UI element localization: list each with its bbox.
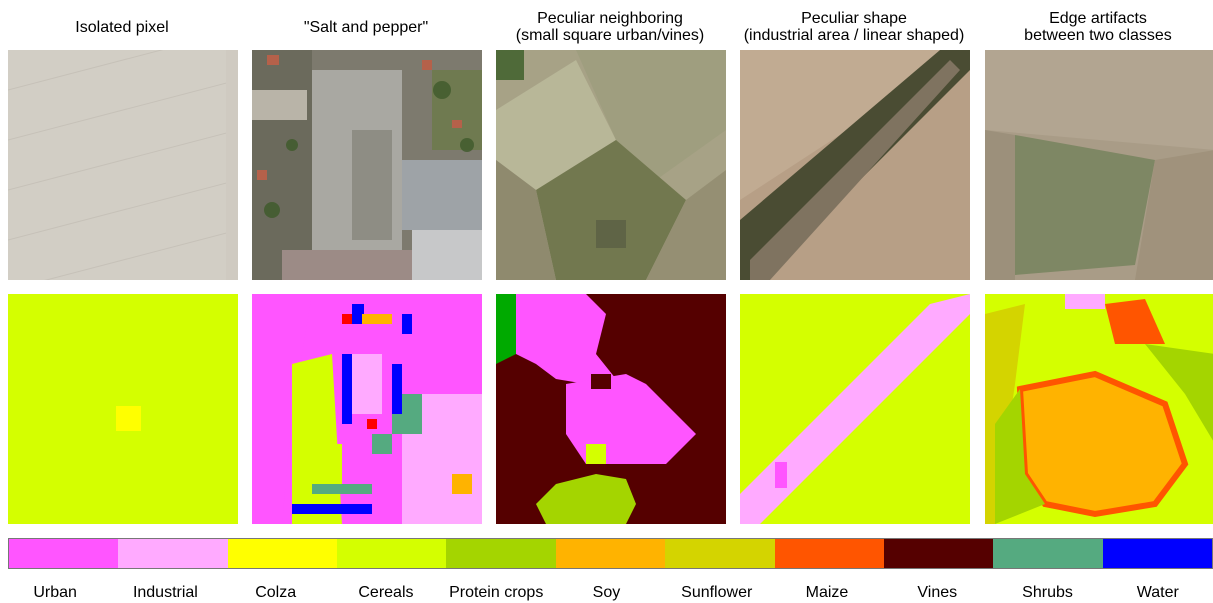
classification-map-peculiar-neighboring [496,294,726,524]
classification-map-isolated-pixel [8,294,238,524]
legend-swatch-sunflower [665,539,775,568]
legend-swatch-cereals [337,539,447,568]
legend-label-industrial: Industrial [132,584,198,601]
legend-label-vines: Vines [917,584,958,601]
legend-label-shrubs: Shrubs [1022,584,1073,601]
column-title-isolated-pixel: Isolated pixel [0,19,252,36]
legend-label-maize: Maize [805,584,849,601]
column-title-peculiar-shape: Peculiar shape (industrial area / linear… [724,10,984,44]
column-title-line: "Salt and pepper" [303,19,429,36]
legend-label-cereals: Cereals [358,584,414,601]
legend-label-protein-crops: Protein crops [449,584,544,601]
aerial-photo-peculiar-shape [740,50,970,280]
legend-swatch-protein-crops [446,539,556,568]
legend-label-soy: Soy [592,584,621,601]
legend-swatch-shrubs [993,539,1103,568]
column-title-salt-and-pepper: "Salt and pepper" [236,19,496,36]
legend-swatch-colza [227,539,338,568]
aerial-photo-edge-artifacts [985,50,1213,280]
classification-map-salt-and-pepper [252,294,482,524]
legend-swatch-soy [555,539,666,568]
legend-swatch-urban [9,539,119,568]
column-title-line: Peculiar neighboring [537,10,683,27]
column-title-peculiar-neighboring: Peculiar neighboring (small square urban… [480,10,740,44]
legend-color-bar [8,538,1213,569]
legend-label-water: Water [1136,584,1179,601]
legend-swatch-vines [883,539,994,568]
column-title-subline: between two classes [1024,27,1172,44]
legend-swatch-maize [774,539,884,568]
legend-swatch-industrial [118,539,228,568]
legend-label-colza: Colza [255,584,297,601]
column-title-line: Edge artifacts [1049,10,1147,27]
classification-map-peculiar-shape [740,294,970,524]
legend-swatch-water [1102,539,1212,568]
column-title-edge-artifacts: Edge artifacts between two classes [968,10,1213,44]
classification-map-edge-artifacts [985,294,1213,524]
column-title-line: Isolated pixel [75,19,169,36]
aerial-photo-peculiar-neighboring [496,50,726,280]
column-title-subline: (small square urban/vines) [515,27,705,44]
legend-label-sunflower: Sunflower [681,584,753,601]
aerial-photo-isolated-pixel [8,50,238,280]
legend-labels: Urban Industrial Colza Cereals Protein c… [0,583,1213,603]
column-title-line: Peculiar shape [801,10,907,27]
aerial-photo-salt-and-pepper [252,50,482,280]
column-title-subline: (industrial area / linear shaped) [743,27,965,44]
legend-label-urban: Urban [33,584,77,601]
